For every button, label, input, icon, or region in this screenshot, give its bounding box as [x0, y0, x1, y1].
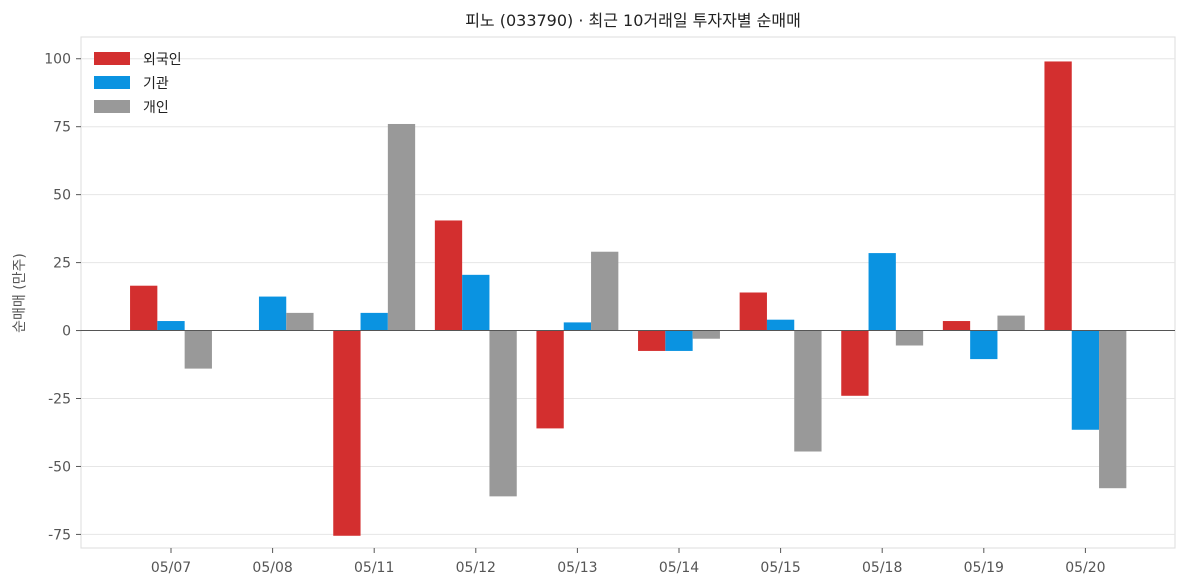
bar-05-14-1 — [665, 330, 693, 351]
bar-05-15-1 — [766, 319, 795, 331]
bar-05-11-1 — [360, 312, 388, 331]
x-tick-label: 05/14 — [659, 560, 699, 576]
y-tick-label: 50 — [53, 188, 71, 204]
bar-05-08-2 — [286, 312, 314, 331]
y-axis-label: 순매매 (만주) — [12, 253, 28, 333]
x-tick-label: 05/15 — [760, 560, 800, 576]
bar-05-11-2 — [387, 123, 416, 331]
bar-05-15-0 — [739, 292, 767, 331]
y-axis: -75 -50 -25 0 25 50 75 100 — [44, 52, 81, 543]
x-tick-label: 05/11 — [354, 560, 394, 576]
x-tick-label: 05/20 — [1065, 560, 1105, 576]
legend-label: 기관 — [143, 76, 169, 92]
bar-05-19-2 — [997, 315, 1025, 331]
bar-05-19-0 — [942, 321, 971, 331]
bar-05-14-2 — [692, 330, 720, 339]
bar-05-12-2 — [489, 330, 517, 497]
x-tick-label: 05/19 — [964, 560, 1004, 576]
plot-frame — [80, 36, 1176, 549]
bar-05-07-1 — [157, 321, 185, 331]
bar-05-07-2 — [184, 330, 212, 369]
bar-05-14-0 — [638, 330, 666, 351]
legend-swatch — [94, 52, 130, 65]
bar-05-13-1 — [563, 322, 592, 331]
bar-05-20-1 — [1071, 330, 1100, 430]
x-tick-label: 05/07 — [151, 560, 191, 576]
x-axis: 05/07 05/08 05/11 05/12 05/13 05/14 05/15 05/18… — [151, 548, 1106, 576]
bar-05-20-2 — [1099, 330, 1127, 489]
bar-05-11-0 — [333, 330, 361, 536]
bar-05-18-1 — [868, 253, 896, 331]
legend-label: 외국인 — [143, 52, 182, 68]
y-tick-label: -75 — [48, 527, 71, 543]
bar-05-20-0 — [1044, 61, 1072, 331]
bar-05-18-0 — [841, 330, 869, 396]
x-tick-label: 05/12 — [456, 560, 496, 576]
bar-05-18-2 — [895, 330, 924, 346]
gridlines — [81, 58, 1175, 535]
bar-05-13-0 — [536, 330, 564, 429]
bar-05-07-0 — [130, 285, 158, 331]
y-tick-label: 75 — [53, 120, 71, 136]
y-tick-label: -25 — [48, 392, 71, 408]
bar-05-19-1 — [970, 330, 998, 360]
bar-05-12-0 — [434, 220, 463, 331]
x-tick-label: 05/13 — [557, 560, 597, 576]
legend-swatch — [94, 100, 130, 113]
legend-label: 개인 — [143, 100, 169, 116]
legend-swatch — [94, 76, 130, 89]
bar-05-13-2 — [591, 251, 619, 331]
bar-05-08-1 — [258, 296, 287, 331]
chart-title: 피노 (033790) · 최근 10거래일 투자자별 순매매 — [465, 11, 801, 30]
bars — [130, 61, 1127, 536]
y-tick-label: 25 — [53, 256, 71, 272]
y-tick-label: -50 — [48, 459, 71, 475]
y-tick-label: 0 — [62, 324, 71, 340]
y-tick-label: 100 — [44, 52, 71, 68]
x-tick-label: 05/08 — [252, 560, 292, 576]
x-tick-label: 05/18 — [862, 560, 902, 576]
bar-05-15-2 — [794, 330, 822, 452]
bar-05-12-1 — [462, 274, 490, 331]
